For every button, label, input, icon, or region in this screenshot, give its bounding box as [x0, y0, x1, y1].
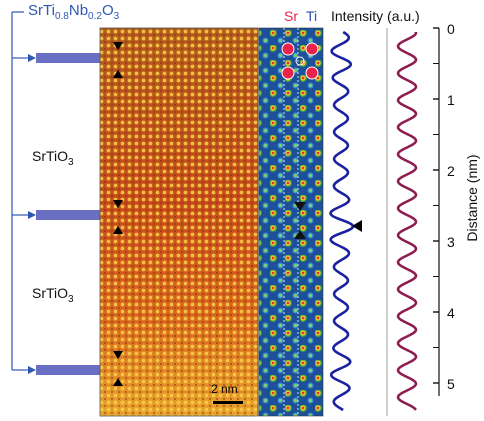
distance-tick-2: 2: [447, 163, 455, 179]
scale-bar: [213, 401, 243, 404]
doped-layer-band-2: [36, 210, 100, 220]
blue-intensity-profile: [324, 28, 388, 416]
doped-layer-band-1: [36, 53, 100, 63]
layer-label-srtio3-upper: SrTiO3: [32, 148, 74, 168]
composition-label: SrTi0.8Nb0.2O3: [28, 2, 120, 22]
distance-tick-3: 3: [447, 234, 455, 250]
elemental-map: [258, 27, 324, 417]
layer-label-srtio3-lower: SrTiO3: [32, 285, 74, 305]
column-label-sr: Sr: [284, 8, 298, 24]
interface-markers: [113, 42, 123, 386]
scale-bar-label: 2 nm: [211, 382, 238, 396]
haadf-image: [99, 27, 259, 417]
doped-layer-band-3: [36, 365, 100, 375]
intensity-label: Intensity (a.u.): [331, 8, 420, 24]
distance-axis: [433, 27, 440, 396]
distance-tick-0: 0: [447, 21, 455, 37]
distance-tick-5: 5: [447, 376, 455, 392]
distance-tick-1: 1: [447, 92, 455, 108]
red-intensity-profile: [396, 32, 418, 411]
distance-tick-4: 4: [447, 305, 455, 321]
column-label-ti: Ti: [306, 8, 318, 24]
layer-bracket: [11, 11, 36, 374]
